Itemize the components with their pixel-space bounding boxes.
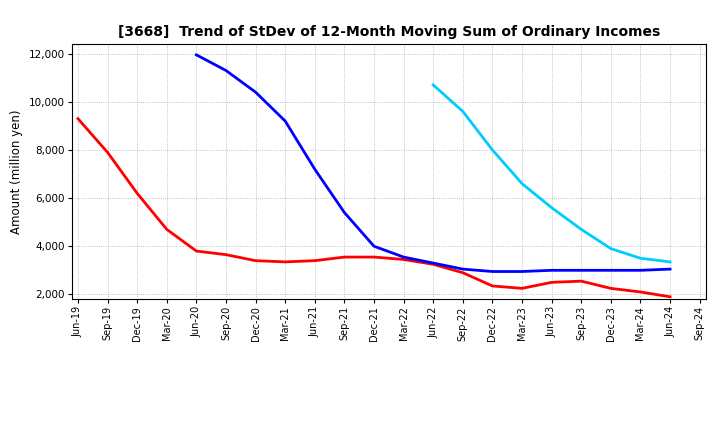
7 Years [518,181,526,186]
5 Years [518,269,526,274]
3 Years [73,116,82,121]
5 Years [547,268,556,273]
7 Years [459,109,467,114]
5 Years [192,52,201,58]
5 Years [459,267,467,272]
5 Years [310,167,319,172]
5 Years [666,267,675,272]
3 Years [518,286,526,291]
3 Years [132,191,141,196]
3 Years [606,286,615,291]
3 Years [340,254,348,260]
5 Years [222,68,230,73]
Line: 7 Years: 7 Years [433,85,670,262]
3 Years [222,252,230,257]
3 Years [577,279,585,284]
3 Years [547,280,556,285]
7 Years [488,147,497,153]
5 Years [281,118,289,124]
5 Years [251,89,260,95]
5 Years [400,254,408,260]
3 Years [192,249,201,254]
3 Years [459,270,467,275]
3 Years [400,257,408,262]
Y-axis label: Amount (million yen): Amount (million yen) [10,110,23,234]
5 Years [488,269,497,274]
5 Years [340,210,348,215]
5 Years [606,268,615,273]
3 Years [488,283,497,289]
7 Years [547,205,556,210]
7 Years [636,256,645,261]
5 Years [577,268,585,273]
7 Years [666,259,675,264]
5 Years [429,260,438,266]
Title: [3668]  Trend of StDev of 12-Month Moving Sum of Ordinary Incomes: [3668] Trend of StDev of 12-Month Moving… [117,25,660,39]
3 Years [666,294,675,300]
7 Years [606,246,615,251]
3 Years [103,150,112,155]
Legend: 3 Years, 5 Years, 7 Years, 10 Years: 3 Years, 5 Years, 7 Years, 10 Years [198,438,580,440]
3 Years [429,262,438,267]
3 Years [310,258,319,263]
Line: 5 Years: 5 Years [197,55,670,271]
3 Years [163,227,171,232]
3 Years [251,258,260,263]
3 Years [636,290,645,295]
5 Years [636,268,645,273]
3 Years [369,254,378,260]
Line: 3 Years: 3 Years [78,119,670,297]
3 Years [281,259,289,264]
7 Years [429,82,438,88]
5 Years [369,244,378,249]
7 Years [577,227,585,232]
